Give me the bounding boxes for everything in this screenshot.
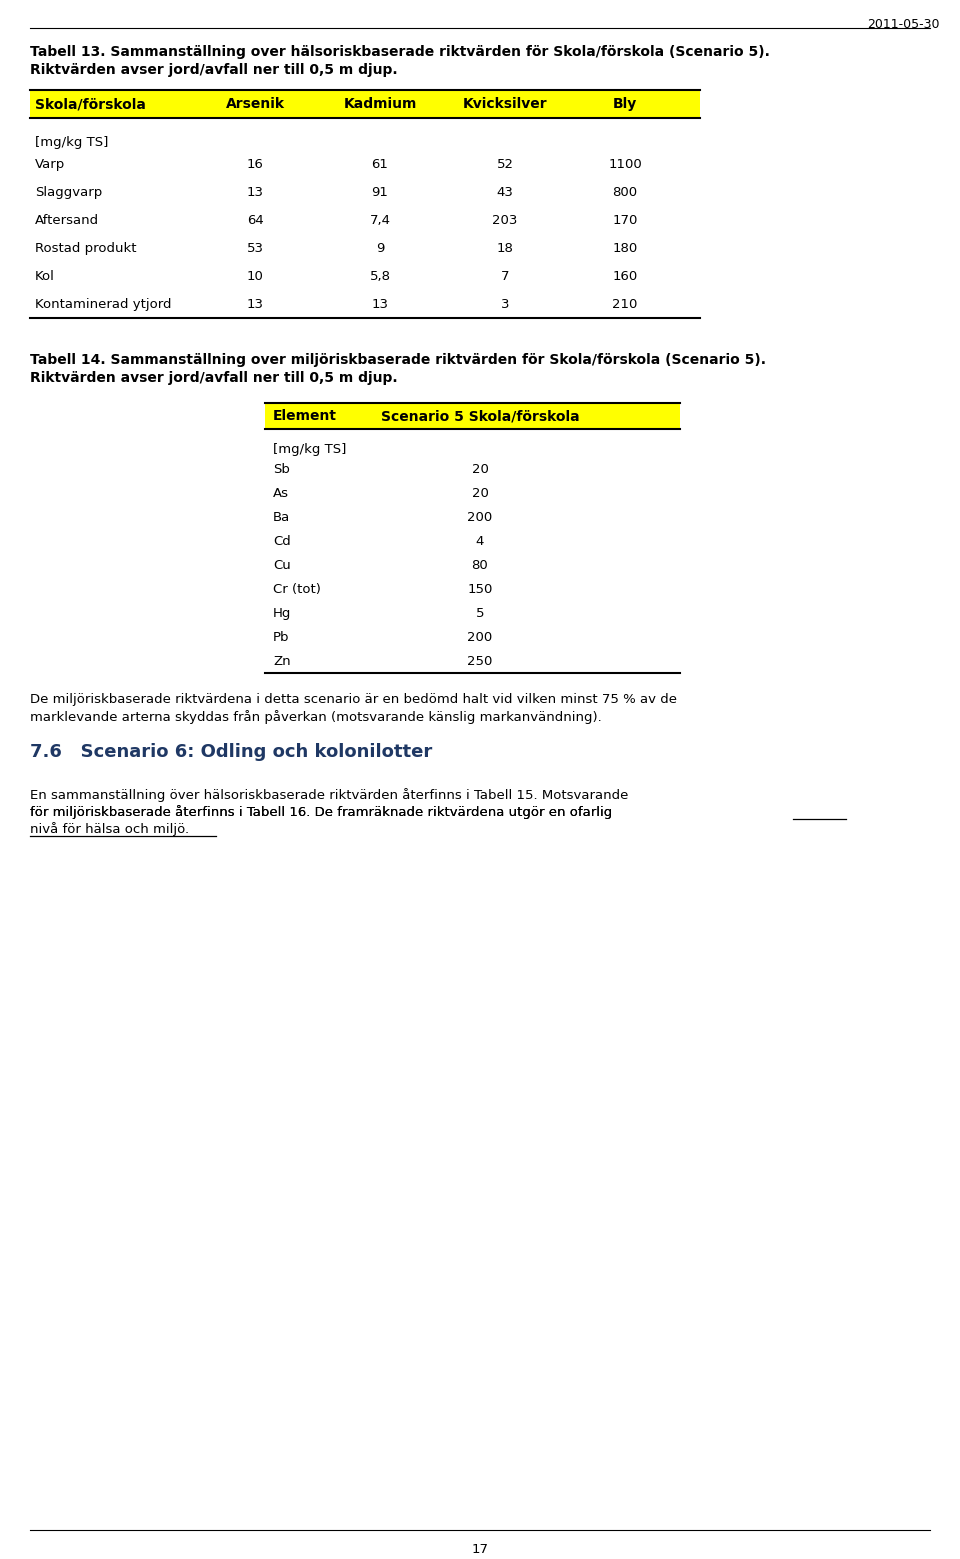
Text: 16: 16 (247, 157, 263, 170)
Text: Varp: Varp (35, 157, 65, 170)
Text: 13: 13 (372, 298, 389, 310)
Text: 7,4: 7,4 (370, 214, 391, 226)
Text: nivå för hälsa och miljö.: nivå för hälsa och miljö. (30, 822, 189, 836)
Text: Pb: Pb (273, 630, 290, 644)
Text: Ba: Ba (273, 510, 290, 524)
Text: 160: 160 (612, 270, 637, 282)
Text: Zn: Zn (273, 655, 291, 667)
Text: 800: 800 (612, 186, 637, 198)
Text: 5: 5 (476, 606, 484, 619)
Text: 3: 3 (501, 298, 509, 310)
Text: Cu: Cu (273, 558, 291, 572)
Text: 10: 10 (247, 270, 263, 282)
Text: 20: 20 (471, 486, 489, 499)
Text: En sammanställning över hälsoriskbaserade riktvärden återfinns i Tabell 15. Mots: En sammanställning över hälsoriskbaserad… (30, 787, 629, 801)
Text: As: As (273, 486, 289, 499)
Text: 203: 203 (492, 214, 517, 226)
Text: Rostad produkt: Rostad produkt (35, 242, 136, 254)
Text: De miljöriskbaserade riktvärdena i detta scenario är en bedömd halt vid vilken m: De miljöriskbaserade riktvärdena i detta… (30, 694, 677, 706)
Text: 170: 170 (612, 214, 637, 226)
Text: 64: 64 (247, 214, 263, 226)
Text: 7: 7 (501, 270, 509, 282)
Text: Kvicksilver: Kvicksilver (463, 97, 547, 111)
Text: Scenario 5 Skola/förskola: Scenario 5 Skola/förskola (381, 408, 579, 422)
Text: 52: 52 (496, 157, 514, 170)
Text: 2011-05-30: 2011-05-30 (868, 19, 940, 31)
Text: 13: 13 (247, 298, 263, 310)
Text: Hg: Hg (273, 606, 292, 619)
Text: 91: 91 (372, 186, 389, 198)
Text: 150: 150 (468, 583, 492, 596)
Text: 18: 18 (496, 242, 514, 254)
Text: 43: 43 (496, 186, 514, 198)
Text: 200: 200 (468, 630, 492, 644)
Text: Tabell 14. Sammanställning over miljöriskbaserade riktvärden för Skola/förskola : Tabell 14. Sammanställning over miljöris… (30, 352, 766, 366)
Text: 4: 4 (476, 535, 484, 547)
Text: Element: Element (273, 408, 337, 422)
Text: Riktvärden avser jord/avfall ner till 0,5 m djup.: Riktvärden avser jord/avfall ner till 0,… (30, 62, 397, 76)
Text: Bly: Bly (612, 97, 637, 111)
Text: 53: 53 (247, 242, 263, 254)
Text: 200: 200 (468, 510, 492, 524)
Text: 5,8: 5,8 (370, 270, 391, 282)
Text: 61: 61 (372, 157, 389, 170)
Text: [mg/kg TS]: [mg/kg TS] (273, 443, 347, 455)
Text: för miljöriskbaserade återfinns i Tabell 16. De framräknade riktvärdena utgör en: för miljöriskbaserade återfinns i Tabell… (30, 804, 612, 818)
Text: Arsenik: Arsenik (226, 97, 284, 111)
Text: Kontaminerad ytjord: Kontaminerad ytjord (35, 298, 172, 310)
Text: marklevande arterna skyddas från påverkan (motsvarande känslig markanvändning).: marklevande arterna skyddas från påverka… (30, 709, 602, 723)
Text: 9: 9 (375, 242, 384, 254)
Text: 20: 20 (471, 463, 489, 475)
Text: för miljöriskbaserade återfinns i Tabell 16. De framräknade riktvärdena utgör en: för miljöriskbaserade återfinns i Tabell… (30, 804, 612, 818)
Text: Sb: Sb (273, 463, 290, 475)
Bar (30, 90, 700, 118)
Text: 80: 80 (471, 558, 489, 572)
Text: Riktvärden avser jord/avfall ner till 0,5 m djup.: Riktvärden avser jord/avfall ner till 0,… (30, 371, 397, 385)
Text: Kadmium: Kadmium (344, 97, 417, 111)
Text: Tabell 13. Sammanställning over hälsoriskbaserade riktvärden för Skola/förskola : Tabell 13. Sammanställning over hälsoris… (30, 45, 770, 59)
Text: Aftersand: Aftersand (35, 214, 99, 226)
Text: 7.6   Scenario 6: Odling och kolonilotter: 7.6 Scenario 6: Odling och kolonilotter (30, 744, 432, 761)
Text: [mg/kg TS]: [mg/kg TS] (35, 136, 108, 148)
Text: Cr (tot): Cr (tot) (273, 583, 321, 596)
Text: 17: 17 (471, 1543, 489, 1556)
Bar (265, 402, 680, 429)
Text: 1100: 1100 (608, 157, 642, 170)
Text: Slaggvarp: Slaggvarp (35, 186, 103, 198)
Text: Skola/förskola: Skola/förskola (35, 97, 146, 111)
Text: 180: 180 (612, 242, 637, 254)
Text: 210: 210 (612, 298, 637, 310)
Text: 250: 250 (468, 655, 492, 667)
Text: Cd: Cd (273, 535, 291, 547)
Text: 13: 13 (247, 186, 263, 198)
Text: Kol: Kol (35, 270, 55, 282)
